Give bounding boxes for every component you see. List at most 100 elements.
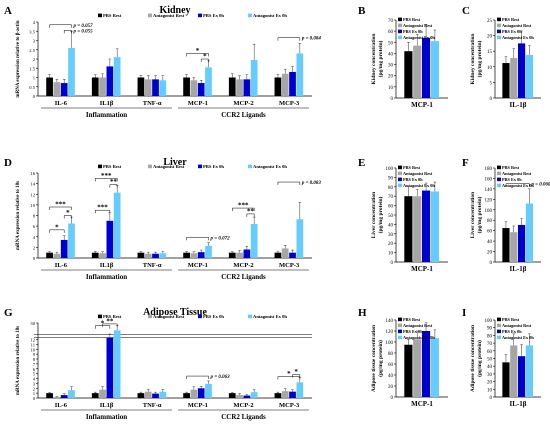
- y-tick-label: 2: [33, 57, 36, 62]
- bar: [289, 391, 296, 398]
- y-tick-label: 6: [33, 367, 36, 372]
- legend-swatch: [398, 335, 402, 340]
- y-tick-label: 10: [487, 66, 493, 71]
- legend-label: PBS Ex 0h: [203, 314, 224, 319]
- bar: [250, 59, 258, 96]
- legend-swatch: [248, 164, 252, 169]
- y-axis-label: mRNA expression relative to 18s: [16, 181, 21, 250]
- legend-label: PBS Rest: [103, 13, 122, 18]
- y-tick-label: 5: [490, 81, 493, 86]
- legend-label: PBS Ex 0h: [203, 13, 224, 18]
- significance-label: ***: [101, 172, 112, 180]
- legend-label: Antagonist Ex 0h: [502, 183, 534, 188]
- bar: [159, 391, 167, 398]
- category-label: IL-6: [55, 262, 68, 269]
- legend-label: Antagonist Rest: [153, 314, 185, 319]
- bar: [422, 190, 431, 262]
- bar: [91, 252, 99, 258]
- bar: [502, 362, 510, 397]
- legend-label: PBS Ex 0h: [502, 29, 522, 34]
- y-tick-label: 80: [487, 334, 493, 339]
- y-axis-label: (pg/mg protein): [377, 196, 384, 233]
- y-tick-label: 140: [386, 319, 394, 324]
- bar: [159, 253, 167, 258]
- bar: [289, 71, 296, 96]
- y-tick-label: 60: [487, 350, 493, 355]
- significance-label: *: [196, 47, 200, 55]
- y-tick-label: 3: [33, 381, 36, 386]
- bar: [243, 79, 251, 96]
- significance-label: ***: [238, 202, 249, 210]
- legend-swatch: [148, 13, 152, 18]
- legend-label: Antagonist Rest: [153, 13, 185, 18]
- bar: [228, 393, 236, 398]
- panel-letter: C: [462, 5, 470, 17]
- category-label: MCP-1: [411, 265, 433, 273]
- category-label: MCP-3: [279, 100, 300, 107]
- panel-h: H 0 20 40 60 80 100 120 140 Adipose tissue concen…: [358, 307, 448, 408]
- panel-letter: B: [358, 5, 366, 17]
- y-axis-label: (pg/mg protein): [377, 340, 384, 377]
- category-label: IL-1β: [510, 265, 527, 273]
- y-tick-label: 0: [490, 261, 493, 266]
- legend-label: PBS Rest: [403, 317, 421, 322]
- bar: [68, 390, 75, 398]
- bar: [236, 395, 243, 398]
- bar: [137, 393, 145, 398]
- bar: [152, 393, 159, 398]
- y-axis-label: (pg/mg protein): [476, 196, 483, 233]
- y-tick-label: 0: [391, 396, 394, 401]
- legend-swatch: [398, 17, 402, 22]
- y-tick-label: 12: [30, 338, 35, 343]
- y-tick-label: 50: [487, 358, 493, 363]
- y-tick-label: 180: [485, 167, 493, 172]
- bar: [190, 389, 198, 398]
- legend-swatch: [398, 183, 402, 188]
- y-tick-label: 3.5: [29, 29, 35, 34]
- bar: [525, 54, 534, 98]
- legend-swatch: [398, 317, 402, 322]
- bar: [137, 252, 145, 258]
- y-tick-label: 80: [487, 219, 493, 224]
- bar: [413, 339, 422, 397]
- y-tick-label: 70: [388, 19, 394, 24]
- bar: [243, 395, 251, 398]
- y-tick-label: 100: [386, 167, 394, 172]
- y-tick-label: 8: [33, 357, 36, 362]
- bar: [106, 337, 114, 398]
- y-tick-label: 5: [33, 372, 36, 377]
- bar: [205, 383, 212, 398]
- y-tick-label: 10: [388, 86, 394, 91]
- bar: [422, 37, 431, 98]
- y-axis-label: Kidney concentration: [470, 34, 476, 85]
- significance-label: *: [55, 223, 59, 231]
- bar: [99, 389, 106, 398]
- bar: [250, 224, 258, 258]
- legend-swatch: [497, 329, 501, 334]
- panel-b: B 0 10 20 30 40 50 60 70 Kidney concentration (pg/…: [358, 5, 448, 109]
- legend-label: PBS Ex 0h: [203, 164, 224, 169]
- significance-label: *: [287, 370, 291, 378]
- bar: [228, 77, 236, 96]
- bar: [46, 393, 53, 398]
- bar: [422, 331, 431, 397]
- bar: [274, 77, 282, 96]
- y-tick-label: 25: [487, 19, 493, 24]
- y-tick-label: 90: [487, 327, 493, 332]
- bar: [296, 53, 304, 96]
- legend-label: PBS Rest: [502, 17, 520, 22]
- significance-label: p = 0.063: [210, 375, 231, 380]
- bar: [137, 77, 145, 96]
- bar: [144, 391, 152, 398]
- bar: [430, 191, 439, 262]
- significance-label: p = 0.060: [530, 183, 550, 188]
- legend-label: PBS Rest: [403, 165, 421, 170]
- y-tick-label: 10: [30, 203, 35, 208]
- panel-letter: G: [4, 307, 13, 319]
- y-tick-label: 16: [30, 171, 35, 176]
- significance-label: p = 0.084: [301, 37, 322, 42]
- panel-c: C 0 5 10 15 20 25 Kidney concentration (pg/mg pr…: [462, 5, 541, 109]
- bar: [91, 393, 99, 398]
- bar: [113, 330, 121, 398]
- y-tick-label: 20: [388, 242, 394, 247]
